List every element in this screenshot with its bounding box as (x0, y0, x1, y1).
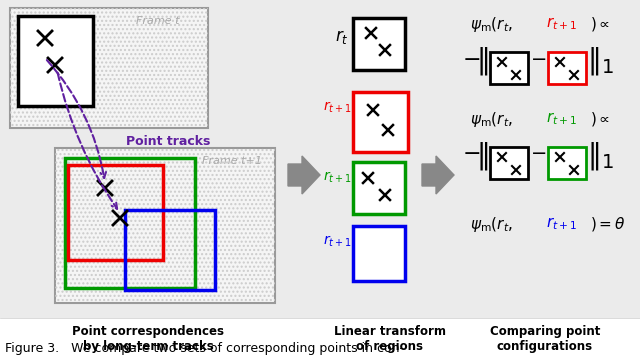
Text: $-$: $-$ (462, 142, 480, 162)
Text: Point correspondences
by long-term tracks: Point correspondences by long-term track… (72, 325, 224, 353)
Text: $\|$: $\|$ (476, 45, 488, 77)
Text: $\|_1$: $\|_1$ (587, 45, 614, 77)
Bar (353, 226, 405, 281)
Bar (490, 147, 528, 179)
Text: $-$: $-$ (530, 48, 547, 67)
Text: $r_{t+1}$: $r_{t+1}$ (323, 234, 352, 249)
Bar (490, 52, 528, 84)
Bar (0, 0, 640, 318)
Bar (18, 16, 93, 106)
Text: $r_{t+1}$: $r_{t+1}$ (323, 100, 352, 115)
Text: Comparing point
configurations: Comparing point configurations (490, 325, 600, 353)
Bar (55, 148, 275, 303)
Text: $r_{t+1}$: $r_{t+1}$ (546, 110, 577, 127)
Bar (10, 8, 208, 128)
Bar (548, 52, 586, 84)
Bar (125, 210, 215, 290)
Text: $)\propto$: $)\propto$ (590, 15, 610, 33)
Text: $\psi_{\mathrm{m}}(r_t,$: $\psi_{\mathrm{m}}(r_t,$ (470, 110, 513, 129)
Bar (353, 18, 405, 70)
Text: $\psi_{\mathrm{m}}(r_t,$: $\psi_{\mathrm{m}}(r_t,$ (470, 15, 513, 34)
Text: Figure 3.   We compare two sets of corresponding points in con-: Figure 3. We compare two sets of corresp… (5, 342, 404, 355)
Text: $)=\theta$: $)=\theta$ (590, 215, 626, 233)
Text: $r_{t+1}$: $r_{t+1}$ (546, 15, 577, 32)
Bar (68, 165, 163, 260)
Bar (353, 162, 405, 214)
FancyArrow shape (288, 156, 320, 194)
Text: $r_{t+1}$: $r_{t+1}$ (323, 170, 352, 185)
Text: $\psi_{\mathrm{m}}(r_t,$: $\psi_{\mathrm{m}}(r_t,$ (470, 215, 513, 234)
Bar (353, 92, 408, 152)
Text: $r_{t+1}$: $r_{t+1}$ (546, 215, 577, 232)
Text: $\|_1$: $\|_1$ (587, 140, 614, 172)
Text: $r_t$: $r_t$ (335, 28, 349, 46)
Bar (548, 147, 586, 179)
Bar (55, 148, 275, 303)
Text: Point tracks: Point tracks (125, 135, 210, 148)
Bar (65, 158, 195, 288)
Text: Linear transform
of regions: Linear transform of regions (334, 325, 446, 353)
Bar (10, 8, 208, 128)
Text: $-$: $-$ (530, 142, 547, 161)
Text: Frame t: Frame t (136, 16, 180, 26)
Text: Frame t+1: Frame t+1 (202, 156, 262, 166)
Text: $-$: $-$ (462, 48, 480, 68)
Text: $)\propto$: $)\propto$ (590, 110, 610, 128)
FancyArrow shape (422, 156, 454, 194)
Text: $\|$: $\|$ (476, 140, 488, 172)
